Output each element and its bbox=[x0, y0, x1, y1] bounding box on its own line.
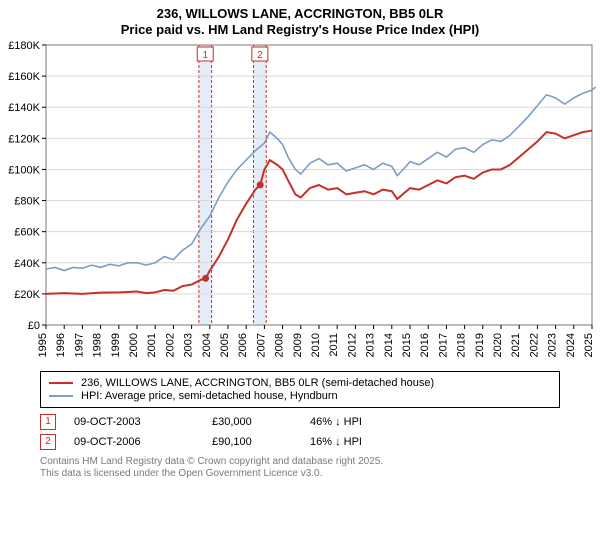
svg-text:2009: 2009 bbox=[292, 333, 304, 357]
svg-text:£120K: £120K bbox=[8, 134, 40, 146]
svg-text:2010: 2010 bbox=[310, 333, 322, 357]
event-date: 09-OCT-2006 bbox=[74, 436, 194, 448]
event-delta: 16% ↓ HPI bbox=[310, 436, 390, 448]
event-marker: 1 bbox=[40, 414, 56, 430]
event-date: 09-OCT-2003 bbox=[74, 416, 194, 428]
svg-text:2018: 2018 bbox=[456, 333, 468, 357]
svg-text:£60K: £60K bbox=[14, 227, 40, 239]
event-delta: 46% ↓ HPI bbox=[310, 416, 390, 428]
svg-text:£160K: £160K bbox=[8, 71, 40, 83]
svg-text:£140K: £140K bbox=[8, 102, 40, 114]
svg-text:2: 2 bbox=[257, 50, 263, 61]
svg-text:2017: 2017 bbox=[437, 333, 449, 357]
license-line: Contains HM Land Registry data © Crown c… bbox=[40, 456, 560, 468]
event-table: 1 09-OCT-2003 £30,000 46% ↓ HPI 2 09-OCT-2006… bbox=[40, 414, 560, 450]
event-price: £30,000 bbox=[212, 416, 292, 428]
svg-text:2015: 2015 bbox=[401, 333, 413, 357]
svg-text:2000: 2000 bbox=[128, 333, 140, 357]
svg-text:£0: £0 bbox=[28, 320, 40, 332]
page-subtitle: Price paid vs. HM Land Registry's House … bbox=[0, 22, 600, 38]
event-row: 2 09-OCT-2006 £90,100 16% ↓ HPI bbox=[40, 434, 560, 450]
svg-text:2021: 2021 bbox=[510, 333, 522, 357]
legend-label: HPI: Average price, semi-detached house,… bbox=[81, 390, 338, 402]
svg-text:2007: 2007 bbox=[255, 333, 267, 357]
svg-text:2020: 2020 bbox=[492, 333, 504, 357]
svg-text:2006: 2006 bbox=[237, 333, 249, 357]
svg-text:£180K: £180K bbox=[8, 40, 40, 52]
svg-text:£40K: £40K bbox=[14, 258, 40, 270]
svg-text:1997: 1997 bbox=[73, 333, 85, 357]
price-chart: £0 £20K £40K £60K £80K £100K £120K £140K £160K £1… bbox=[0, 37, 600, 367]
legend: 236, WILLOWS LANE, ACCRINGTON, BB5 0LR (… bbox=[40, 371, 560, 408]
svg-text:2005: 2005 bbox=[219, 333, 231, 357]
svg-text:2016: 2016 bbox=[419, 333, 431, 357]
svg-text:2013: 2013 bbox=[365, 333, 377, 357]
svg-text:2023: 2023 bbox=[547, 333, 559, 357]
legend-item: HPI: Average price, semi-detached house,… bbox=[49, 390, 551, 402]
svg-text:2014: 2014 bbox=[383, 333, 395, 357]
svg-text:2022: 2022 bbox=[528, 333, 540, 357]
svg-text:2025: 2025 bbox=[583, 333, 595, 357]
svg-text:1999: 1999 bbox=[110, 333, 122, 357]
event-marker: 2 bbox=[40, 434, 56, 450]
license-text: Contains HM Land Registry data © Crown c… bbox=[40, 456, 560, 480]
svg-text:£80K: £80K bbox=[14, 196, 40, 208]
svg-text:2008: 2008 bbox=[274, 333, 286, 357]
svg-text:2012: 2012 bbox=[346, 333, 358, 357]
legend-label: 236, WILLOWS LANE, ACCRINGTON, BB5 0LR (… bbox=[81, 377, 434, 389]
svg-text:1998: 1998 bbox=[92, 333, 104, 357]
svg-text:2011: 2011 bbox=[328, 333, 340, 357]
svg-text:2024: 2024 bbox=[565, 333, 577, 357]
legend-swatch bbox=[49, 395, 73, 397]
svg-text:2004: 2004 bbox=[201, 333, 213, 357]
legend-swatch bbox=[49, 382, 73, 384]
svg-text:1996: 1996 bbox=[55, 333, 67, 357]
svg-text:2002: 2002 bbox=[164, 333, 176, 357]
legend-item: 236, WILLOWS LANE, ACCRINGTON, BB5 0LR (… bbox=[49, 377, 551, 389]
svg-text:2019: 2019 bbox=[474, 333, 486, 357]
event-price: £90,100 bbox=[212, 436, 292, 448]
chart-container: £0 £20K £40K £60K £80K £100K £120K £140K £160K £1… bbox=[0, 37, 600, 367]
svg-text:£100K: £100K bbox=[8, 165, 40, 177]
event-row: 1 09-OCT-2003 £30,000 46% ↓ HPI bbox=[40, 414, 560, 430]
svg-text:2003: 2003 bbox=[183, 333, 195, 357]
svg-text:1995: 1995 bbox=[37, 333, 49, 357]
svg-text:1: 1 bbox=[202, 50, 208, 61]
svg-text:2001: 2001 bbox=[146, 333, 158, 357]
page-title: 236, WILLOWS LANE, ACCRINGTON, BB5 0LR bbox=[0, 0, 600, 22]
license-line: This data is licensed under the Open Gov… bbox=[40, 468, 560, 480]
svg-text:£20K: £20K bbox=[14, 289, 40, 301]
